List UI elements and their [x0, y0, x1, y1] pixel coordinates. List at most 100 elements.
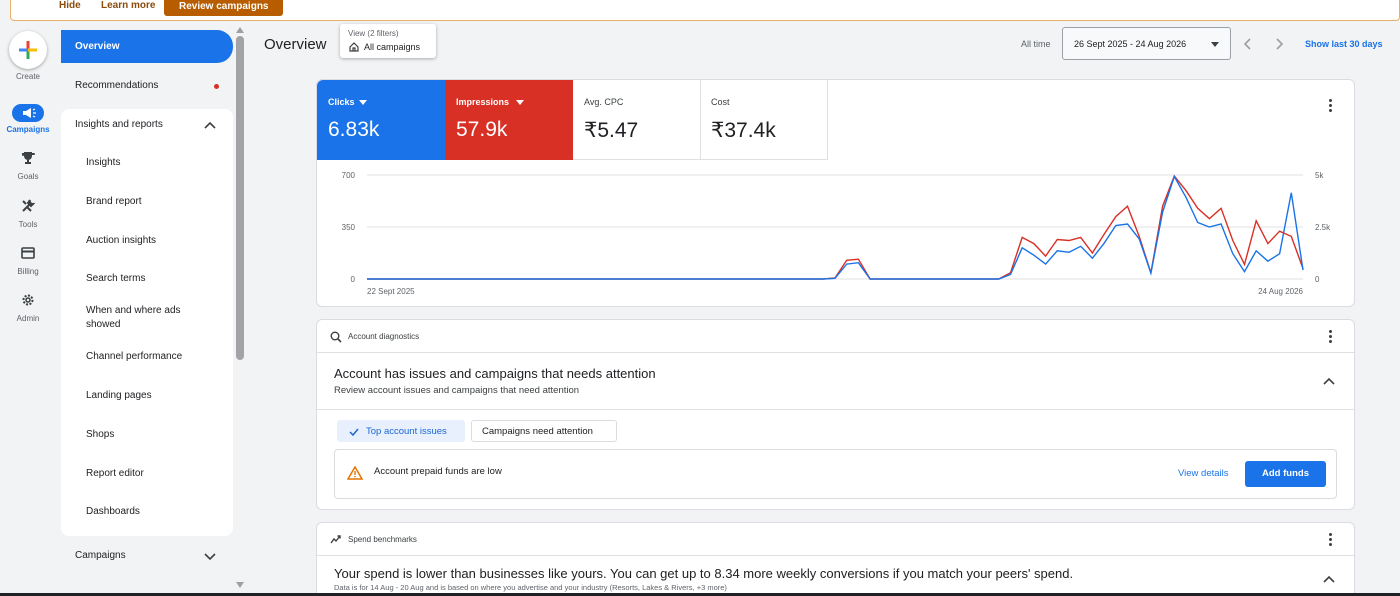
gear-icon[interactable]: [21, 293, 35, 307]
y-right-tick-2.5k: 2.5k: [1315, 223, 1331, 232]
sidebar-subitem-auction-insights[interactable]: Auction insights: [86, 235, 157, 246]
sidebar: Overview Recommendations Insights and re…: [61, 22, 233, 596]
chip-top-label: Top account issues: [366, 426, 447, 437]
clicks-line: [367, 174, 1304, 280]
tools-icon[interactable]: [21, 199, 35, 213]
trophy-icon[interactable]: [21, 151, 35, 165]
y-left-tick-0: 0: [351, 275, 356, 284]
sidebar-subitem-insights[interactable]: Insights: [86, 157, 121, 168]
insights-subpanel: [61, 109, 233, 536]
kpi-clicks[interactable]: Clicks 6.83k: [317, 80, 445, 160]
previous-period-icon[interactable]: [1243, 38, 1251, 50]
create-label: Create: [15, 72, 40, 81]
benchmarks-title: Your spend is lower than businesses like…: [334, 566, 1074, 581]
y-right-tick-0: 0: [1315, 275, 1320, 284]
more-options-icon[interactable]: [1329, 99, 1333, 114]
kpi-impressions-label: Impressions: [456, 97, 510, 107]
billing-rail-label: Billing: [17, 267, 39, 276]
card-icon[interactable]: [21, 247, 35, 259]
diagnostics-section-title: Account diagnostics: [348, 332, 420, 341]
benchmarks-header: Spend benchmarks: [317, 523, 1354, 556]
sidebar-item-insights-reports[interactable]: Insights and reports: [75, 119, 163, 130]
scroll-up-arrow-icon[interactable]: [235, 26, 245, 34]
show-last-30-days-link[interactable]: Show last 30 days: [1305, 39, 1383, 49]
chevron-up-icon[interactable]: [204, 121, 216, 129]
trend-icon: [330, 535, 341, 544]
kpi-impressions-value: 57.9k: [456, 118, 508, 141]
hide-link[interactable]: Hide: [59, 0, 81, 11]
kpi-cpc-label: Avg. CPC: [584, 97, 624, 107]
dropdown-arrow-icon: [516, 100, 524, 105]
sidebar-scroll-thumb[interactable]: [236, 36, 244, 360]
view-details-link[interactable]: View details: [1178, 468, 1229, 479]
diagnostics-title: Account has issues and campaigns that ne…: [334, 366, 656, 381]
more-options-icon[interactable]: [1329, 330, 1333, 345]
megaphone-icon: [23, 108, 36, 118]
taskbar-edge: [0, 593, 1400, 596]
all-time-label: All time: [1021, 39, 1051, 49]
scroll-down-arrow-icon[interactable]: [235, 581, 245, 589]
account-diagnostics-card: Account diagnostics Account has issues a…: [316, 319, 1355, 510]
warning-icon: [347, 466, 363, 480]
x-end-label: 24 Aug 2026: [1258, 287, 1303, 296]
kpi-cost-label: Cost: [711, 97, 730, 107]
home-icon: [349, 42, 359, 52]
y-left-tick-350: 350: [342, 223, 356, 232]
page-title: Overview: [264, 36, 327, 53]
view-filters-count: View (2 filters): [348, 29, 399, 38]
kpi-impressions[interactable]: Impressions 57.9k: [445, 80, 573, 160]
learn-more-link[interactable]: Learn more: [101, 0, 156, 11]
sidebar-item-recommendations[interactable]: Recommendations: [75, 80, 159, 91]
sidebar-subitem-brand-report[interactable]: Brand report: [86, 196, 142, 207]
left-rail: Create Campaigns Goals Tools Billing Adm…: [0, 22, 56, 596]
campaigns-rail-label: Campaigns: [6, 125, 50, 134]
y-left-tick-700: 700: [342, 171, 356, 180]
plus-icon: [19, 41, 37, 59]
chip-top-account-issues[interactable]: Top account issues: [337, 420, 465, 442]
chevron-down-icon[interactable]: [204, 553, 216, 561]
dropdown-arrow-icon: [1211, 42, 1219, 47]
more-options-icon[interactable]: [1329, 533, 1333, 548]
sidebar-item-overview[interactable]: Overview: [61, 30, 233, 63]
check-icon: [349, 428, 359, 436]
sidebar-subitem-search-terms[interactable]: Search terms: [86, 273, 146, 284]
alert-text: Account prepaid funds are low: [374, 466, 502, 477]
view-value: All campaigns: [364, 42, 421, 52]
dropdown-arrow-icon: [359, 100, 367, 105]
prepaid-alert: Account prepaid funds are low View detai…: [334, 449, 1337, 499]
notification-dot: [214, 84, 219, 89]
date-range-picker[interactable]: 26 Sept 2025 - 24 Aug 2026: [1062, 27, 1231, 60]
sidebar-subitem-landing-pages[interactable]: Landing pages: [86, 390, 152, 401]
view-filter-button[interactable]: View (2 filters) All campaigns: [340, 24, 436, 58]
admin-rail-label: Admin: [16, 314, 40, 323]
diagnostics-search-icon: [330, 331, 342, 343]
sidebar-subitem-shops[interactable]: Shops: [86, 429, 115, 440]
review-campaigns-button[interactable]: Review campaigns: [164, 0, 284, 16]
sidebar-subitem-report-editor[interactable]: Report editor: [86, 468, 144, 479]
next-period-icon[interactable]: [1276, 38, 1284, 50]
date-range-value: 26 Sept 2025 - 24 Aug 2026: [1074, 39, 1187, 49]
sidebar-subitem-when-where[interactable]: When and where ads showed: [86, 305, 181, 330]
benchmarks-section-title: Spend benchmarks: [348, 535, 417, 544]
sidebar-subitem-channel-performance[interactable]: Channel performance: [86, 351, 183, 362]
y-right-tick-5k: 5k: [1315, 171, 1324, 180]
performance-card: Clicks 6.83k Impressions 57.9k Avg. CPC …: [316, 79, 1355, 307]
chevron-up-icon[interactable]: [1323, 377, 1335, 385]
add-funds-button[interactable]: Add funds: [1245, 461, 1326, 487]
kpi-cost[interactable]: Cost ₹37.4k: [700, 80, 828, 160]
diagnostics-subtitle: Review account issues and campaigns that…: [334, 385, 580, 396]
sidebar-subitem-dashboards[interactable]: Dashboards: [86, 506, 140, 517]
kpi-clicks-label: Clicks: [328, 97, 355, 107]
diagnostics-header: Account diagnostics: [317, 320, 1354, 353]
create-button[interactable]: [9, 31, 47, 69]
kpi-avg-cpc[interactable]: Avg. CPC ₹5.47: [573, 80, 701, 160]
chevron-up-icon[interactable]: [1323, 575, 1335, 583]
x-start-label: 22 Sept 2025: [367, 287, 415, 296]
sidebar-item-campaigns[interactable]: Campaigns: [75, 550, 126, 561]
campaigns-nav-button[interactable]: [12, 104, 44, 122]
divider: [317, 409, 1354, 410]
chip-campaigns-need-attention[interactable]: Campaigns need attention: [471, 420, 617, 442]
benchmarks-note: Data is for 14 Aug - 20 Aug and is based…: [334, 583, 727, 592]
spend-benchmarks-card: Spend benchmarks Your spend is lower tha…: [316, 522, 1355, 596]
